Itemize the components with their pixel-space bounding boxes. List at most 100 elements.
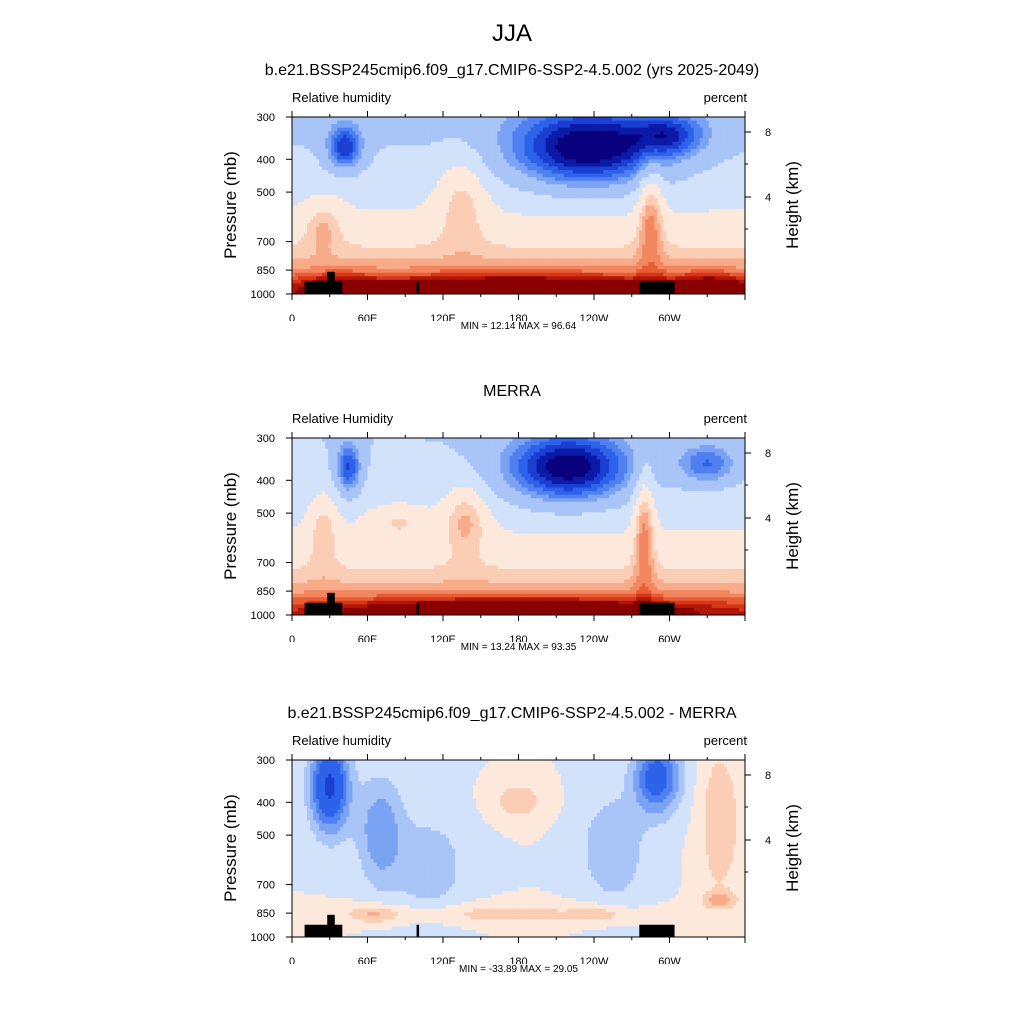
contour-cell (521, 187, 525, 192)
contour-cell (618, 177, 622, 182)
contour-cell (663, 201, 667, 206)
contour-cell (590, 177, 595, 182)
contour-cell (645, 117, 649, 121)
contour-cell (424, 163, 429, 167)
contour-cell (554, 226, 559, 231)
contour-cell (569, 194, 574, 199)
contour-cell (590, 219, 595, 224)
contour-cell (587, 141, 592, 146)
contour-cell (557, 131, 562, 136)
contour-cell (443, 216, 447, 221)
contour-cell (536, 226, 541, 231)
contour-cell (506, 173, 510, 178)
contour-cell (711, 134, 716, 139)
contour-cell (464, 226, 468, 231)
contour-cell (334, 170, 338, 175)
contour-cell (334, 124, 338, 129)
contour-cell (521, 159, 525, 164)
contour-cell (624, 194, 628, 199)
contour-cell (424, 148, 429, 153)
contour-cell (385, 173, 390, 178)
contour-cell (337, 170, 341, 175)
contour-cell (452, 127, 456, 132)
contour-cell (506, 141, 510, 146)
contour-cell (609, 198, 613, 203)
contour-cell (630, 127, 634, 132)
contour-cell (433, 138, 438, 143)
contour-cell (319, 138, 323, 143)
contour-cell (418, 127, 423, 132)
contour-cell (449, 163, 453, 167)
panel-title: b.e21.BSSP245cmip6.f09_g17.CMIP6-SSP2-4.… (0, 62, 1024, 80)
contour-cell (491, 166, 495, 171)
contour-cell (642, 212, 646, 217)
contour-cell (503, 138, 507, 143)
contour-cell (633, 134, 637, 139)
contour-cell (409, 187, 414, 192)
contour-cell (524, 201, 528, 206)
contour-cell (515, 127, 519, 132)
contour-cell (518, 219, 522, 224)
contour-cell (397, 187, 402, 192)
contour-cell (367, 145, 371, 150)
contour-cell (476, 138, 480, 143)
contour-cell (391, 170, 396, 175)
contour-cell (612, 219, 616, 224)
contour-cell (566, 163, 571, 167)
contour-cell (467, 173, 471, 178)
contour-cell (621, 170, 625, 175)
contour-cell (705, 194, 710, 199)
contour-cell (343, 145, 347, 150)
contour-cell (373, 219, 377, 224)
contour-cell (678, 177, 682, 182)
contour-cell (542, 170, 547, 175)
contour-cell (609, 219, 613, 224)
contour-cell (738, 127, 743, 132)
contour-cell (657, 131, 661, 136)
contour-cell (376, 166, 380, 171)
contour-cell (657, 191, 661, 196)
contour-cell (642, 177, 646, 182)
contour-cell (587, 223, 592, 228)
contour-cell (455, 184, 459, 189)
contour-cell (467, 219, 471, 224)
contour-cell (527, 117, 531, 121)
contour-cell (630, 194, 634, 199)
contour-cell (675, 138, 679, 143)
contour-cell (663, 223, 667, 228)
contour-cell (651, 145, 655, 150)
contour-cell (313, 124, 317, 129)
contour-cell (424, 173, 429, 178)
contour-cell (666, 120, 670, 125)
contour-cell (575, 230, 580, 235)
contour-cell (657, 198, 661, 203)
contour-cell (292, 155, 296, 160)
contour-cell (603, 120, 607, 125)
contour-cell (735, 145, 740, 150)
contour-cell (319, 219, 323, 224)
contour-cell (325, 159, 329, 164)
contour-cell (346, 120, 350, 125)
contour-cell (630, 148, 634, 153)
contour-cell (436, 230, 441, 235)
contour-cell (382, 170, 387, 175)
contour-cell (618, 187, 622, 192)
contour-cell (455, 138, 459, 143)
contour-cell (615, 230, 619, 235)
contour-cell (615, 117, 619, 121)
contour-cell (415, 134, 420, 139)
contour-cell (651, 194, 655, 199)
contour-cell (729, 170, 734, 175)
contour-cell (476, 184, 480, 189)
contour-cell (741, 180, 746, 185)
contour-cell (364, 138, 368, 143)
contour-cell (307, 120, 311, 125)
contour-cell (633, 198, 637, 203)
contour-cell (524, 212, 528, 217)
contour-cell (367, 212, 371, 217)
contour-cell (295, 124, 299, 129)
contour-cell (723, 141, 728, 146)
contour-cell (636, 184, 640, 189)
contour-cell (660, 134, 664, 139)
contour-cell (391, 223, 396, 228)
